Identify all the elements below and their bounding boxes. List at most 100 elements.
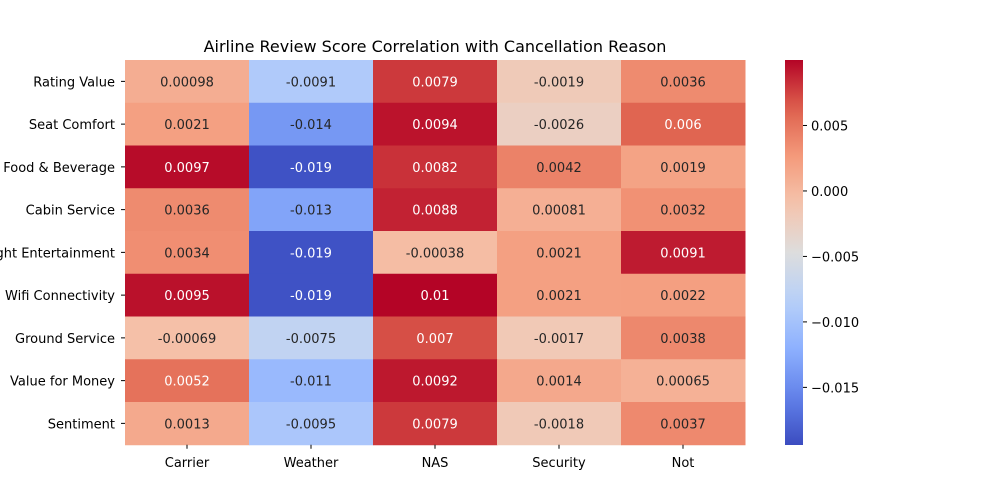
cell-value-label: 0.0038 xyxy=(660,332,706,347)
row-label: Wifi Connectivity xyxy=(5,289,115,304)
heatmap-cell xyxy=(125,188,250,232)
cell-value-label: 0.0021 xyxy=(536,246,582,261)
colorbar: 0.005 0.000 −0.005 −0.010 −0.015 xyxy=(785,60,859,445)
heatmap-cell xyxy=(373,273,498,317)
heatmap-cell xyxy=(373,316,498,360)
cell-value-label: 0.00081 xyxy=(532,204,586,219)
row-label: Sentiment xyxy=(48,417,115,432)
cell-value-label: 0.0042 xyxy=(536,161,582,176)
heatmap-cell xyxy=(125,145,250,189)
cell-value-label: 0.00065 xyxy=(656,375,710,390)
heatmap-cell xyxy=(621,102,746,146)
row-label: Rating Value xyxy=(33,75,115,90)
cell-value-label: -0.0091 xyxy=(286,75,336,90)
row-label: Food & Beverage xyxy=(3,161,115,176)
cell-value-label: 0.01 xyxy=(421,289,450,304)
cell-value-label: 0.0036 xyxy=(660,75,706,90)
colorbar-tick-label: 0.000 xyxy=(811,185,848,200)
cell-value-label: 0.0052 xyxy=(164,375,210,390)
cell-value-label: -0.0075 xyxy=(286,332,336,347)
heatmap-cell xyxy=(125,402,250,446)
column-label: Security xyxy=(532,456,586,471)
cell-value-label: -0.00069 xyxy=(158,332,216,347)
column-label: Not xyxy=(672,456,695,471)
cell-value-label: -0.0095 xyxy=(286,417,336,432)
cell-value-label: 0.0079 xyxy=(412,417,458,432)
heatmap-cell xyxy=(497,359,622,403)
cell-value-label: 0.0091 xyxy=(660,246,706,261)
cell-value-label: -0.011 xyxy=(290,375,332,390)
heatmap-cell xyxy=(249,60,374,104)
cell-value-label: 0.0021 xyxy=(164,118,210,133)
heatmap-cell xyxy=(497,145,622,189)
row-labels: Rating Value Seat Comfort Food & Beverage C… xyxy=(0,75,125,432)
cell-value-label: -0.019 xyxy=(290,161,332,176)
heatmap-cell xyxy=(621,188,746,232)
heatmap-cell xyxy=(249,188,374,232)
heatmap-cell xyxy=(497,102,622,146)
heatmap-cell xyxy=(621,60,746,104)
row-label: Ground Service xyxy=(15,332,115,347)
cell-value-label: -0.0018 xyxy=(534,417,584,432)
heatmap-cell xyxy=(621,316,746,360)
cell-value-label: -0.014 xyxy=(290,118,332,133)
heatmap-cell xyxy=(497,402,622,446)
cell-value-label: -0.0017 xyxy=(534,332,584,347)
heatmap-cell xyxy=(125,60,250,104)
cell-value-label: 0.0021 xyxy=(536,289,582,304)
heatmap-cell xyxy=(621,231,746,275)
cell-value-label: 0.0036 xyxy=(164,204,210,219)
heatmap-cell xyxy=(249,273,374,317)
heatmap-cell xyxy=(497,231,622,275)
cell-value-label: 0.00098 xyxy=(160,75,214,90)
column-label: Weather xyxy=(284,456,339,471)
cell-value-label: 0.0094 xyxy=(412,118,458,133)
cell-value-label: 0.0037 xyxy=(660,417,706,432)
cell-value-label: 0.0014 xyxy=(536,375,582,390)
heatmap-cell xyxy=(373,60,498,104)
cell-value-label: -0.00038 xyxy=(406,246,464,261)
cell-value-label: -0.013 xyxy=(290,204,332,219)
chart-title: Airline Review Score Correlation with Ca… xyxy=(204,37,667,56)
heatmap-cell xyxy=(621,359,746,403)
heatmap-cell xyxy=(249,102,374,146)
column-label: Carrier xyxy=(165,456,210,471)
heatmap-cell xyxy=(621,273,746,317)
heatmap-cell xyxy=(621,402,746,446)
row-label: Seat Comfort xyxy=(29,118,115,133)
cell-value-label: 0.0079 xyxy=(412,75,458,90)
cell-value-label: -0.0026 xyxy=(534,118,584,133)
cell-value-label: 0.0097 xyxy=(164,161,210,176)
heatmap-cell xyxy=(249,359,374,403)
heatmap-cell xyxy=(497,188,622,232)
heatmap-cell xyxy=(249,316,374,360)
heatmap-cell xyxy=(373,188,498,232)
column-label: NAS xyxy=(422,456,449,471)
colorbar-gradient xyxy=(785,60,803,445)
heatmap-cell xyxy=(621,145,746,189)
cell-value-label: 0.0034 xyxy=(164,246,210,261)
column-labels: Carrier Weather NAS Security Not xyxy=(165,444,695,471)
cell-value-label: 0.0082 xyxy=(412,161,458,176)
heatmap-cell xyxy=(249,231,374,275)
cell-value-label: 0.0088 xyxy=(412,204,458,219)
cell-value-label: -0.0019 xyxy=(534,75,584,90)
heatmap-cell xyxy=(125,102,250,146)
cell-value-label: 0.0013 xyxy=(164,417,210,432)
heatmap-cell xyxy=(125,359,250,403)
row-label: Cabin Service xyxy=(26,204,115,219)
cell-value-label: -0.019 xyxy=(290,289,332,304)
heatmap-cell xyxy=(373,359,498,403)
cell-value-label: -0.019 xyxy=(290,246,332,261)
heatmap-cell xyxy=(125,316,250,360)
colorbar-tick-label: 0.005 xyxy=(811,119,848,134)
cell-value-label: 0.0022 xyxy=(660,289,706,304)
heatmap-cell xyxy=(125,273,250,317)
cell-value-label: 0.007 xyxy=(416,332,453,347)
heatmap-cell xyxy=(373,231,498,275)
heatmap-cell xyxy=(125,231,250,275)
heatmap-cell xyxy=(497,316,622,360)
row-label: Value for Money xyxy=(10,375,115,390)
heatmap-cell xyxy=(249,402,374,446)
